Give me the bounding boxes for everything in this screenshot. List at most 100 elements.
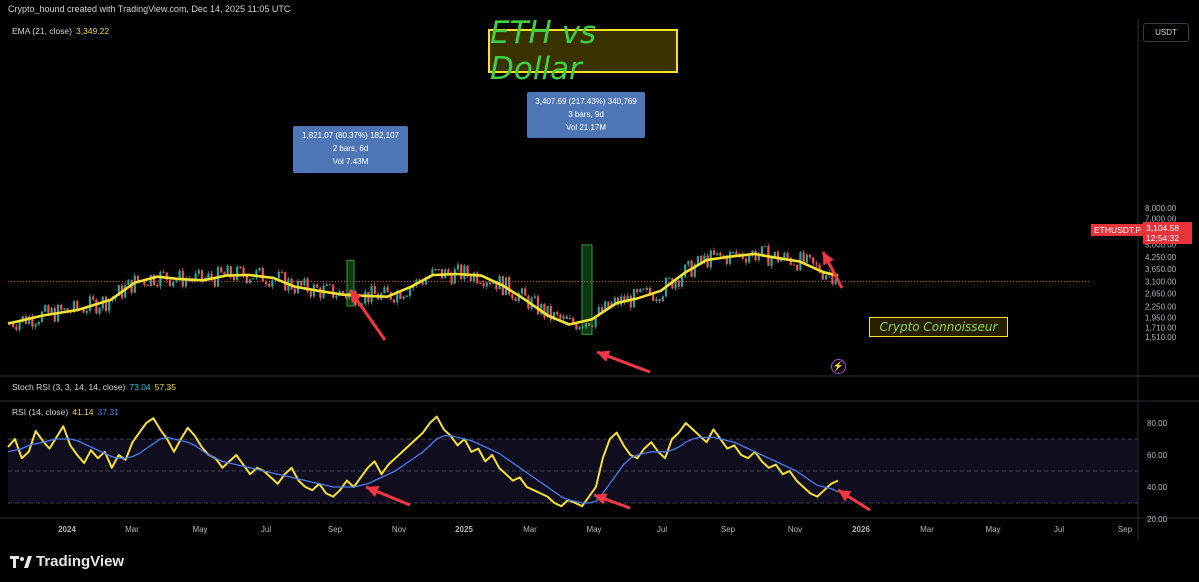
time-tick-label: Mar [920,525,934,534]
candle-body [674,280,677,289]
tradingview-logo: TradingView [10,553,124,570]
candle-body [424,278,428,285]
candle-body [757,254,760,261]
candle-body [744,258,748,263]
candle-body [44,305,47,312]
time-tick-label: Jul [657,525,667,534]
candle-body [261,267,264,282]
candle-body [450,273,453,284]
candle-body [232,276,236,281]
rsi-tick-label: 40.00 [1147,483,1168,492]
candle-body [824,275,828,280]
price-tick-label: 8,000.00 [1145,204,1177,213]
candle-body [303,278,306,286]
rsi-ma-value: 37.31 [97,407,119,417]
candle-body [60,304,63,310]
candle-body [207,273,210,279]
measure-tooltip-1-bars: 2 bars, 6d [332,144,369,153]
currency-button[interactable]: USDT [1143,23,1189,42]
candle-body [735,251,738,256]
candle-body [620,296,623,305]
candle-body [693,264,696,277]
bar-countdown: 12:54:32 [1146,233,1180,243]
time-tick-label: May [586,525,601,534]
candle-body [511,294,514,299]
candle-body [453,269,456,284]
candle-body [578,326,581,330]
candle-body [408,288,412,296]
candle-body [268,284,271,287]
candle-body [172,281,175,287]
time-tick-label: May [192,525,207,534]
candle-body [396,290,399,303]
candle-body [226,266,229,275]
candle-body [383,287,386,294]
candle-body [392,299,396,303]
candle-body [236,266,239,281]
price-range-box [346,259,355,307]
candle-body [524,288,527,296]
candle-body [82,309,85,313]
candle-body [252,278,255,280]
candle-body [655,299,658,301]
candle-body [703,255,706,263]
candle-body [136,275,140,282]
stoch-rsi-legend[interactable]: Stoch RSI (3, 3, 14, 14, close) 73.04 57.3… [12,382,176,392]
candle-body [124,285,127,298]
candle-body [47,305,50,313]
candle-body [431,269,434,277]
candle-body [85,310,88,313]
candle-body [175,279,178,282]
price-tick-label: 2,250.00 [1145,302,1177,311]
ema-legend-label: EMA (21, close) [12,26,72,36]
rsi-legend[interactable]: RSI (14, close) 41.14 37.31 [12,407,119,417]
candle-body [332,284,335,298]
candle-body [652,294,655,301]
candle-body [405,295,408,297]
candle-body [386,287,389,293]
candle-body [482,283,485,287]
rsi-tick-label: 80.00 [1147,419,1168,428]
candle-body [754,250,757,261]
candle-body [472,272,476,281]
time-tick-label: Nov [392,525,406,534]
candle-body [152,275,156,285]
candle-body [325,284,328,286]
candle-body [719,252,722,256]
price-range-box [581,244,593,335]
measure-tooltip-2-bars: 3 bars, 9d [568,110,604,119]
candle-body [92,296,95,300]
candle-body [421,281,424,285]
candle-body [805,254,808,263]
candle-body [370,286,373,303]
candle-body [357,305,360,307]
candle-body [162,271,165,273]
candle-body [821,272,824,280]
candle-body [255,270,258,279]
candle-body [508,277,511,295]
candle-body [748,255,751,263]
candle-body [546,306,549,318]
time-tick-label: Sep [328,525,343,534]
ema-legend[interactable]: EMA (21, close) 3,349.22 [12,26,109,36]
price-tick-label: 2,650.00 [1145,290,1177,299]
lightning-icon[interactable]: ⚡ [831,359,846,374]
annotation-arrowhead [594,493,608,505]
price-tick-label: 7,000.00 [1145,215,1177,224]
candle-body [149,275,152,287]
candle-body [373,286,376,295]
price-tick-label: 3,100.00 [1145,278,1177,287]
time-tick-label: 2025 [455,525,473,534]
candle-body [626,295,629,303]
candle-body [31,316,34,327]
candle-body [556,312,559,315]
candle-body [220,267,223,273]
candle-body [12,322,15,327]
candle-body [565,316,568,319]
candle-body [447,269,450,274]
candle-body [72,301,76,312]
rsi-tick-label: 20.00 [1147,515,1168,524]
candle-body [796,264,799,271]
candle-body [437,269,440,271]
